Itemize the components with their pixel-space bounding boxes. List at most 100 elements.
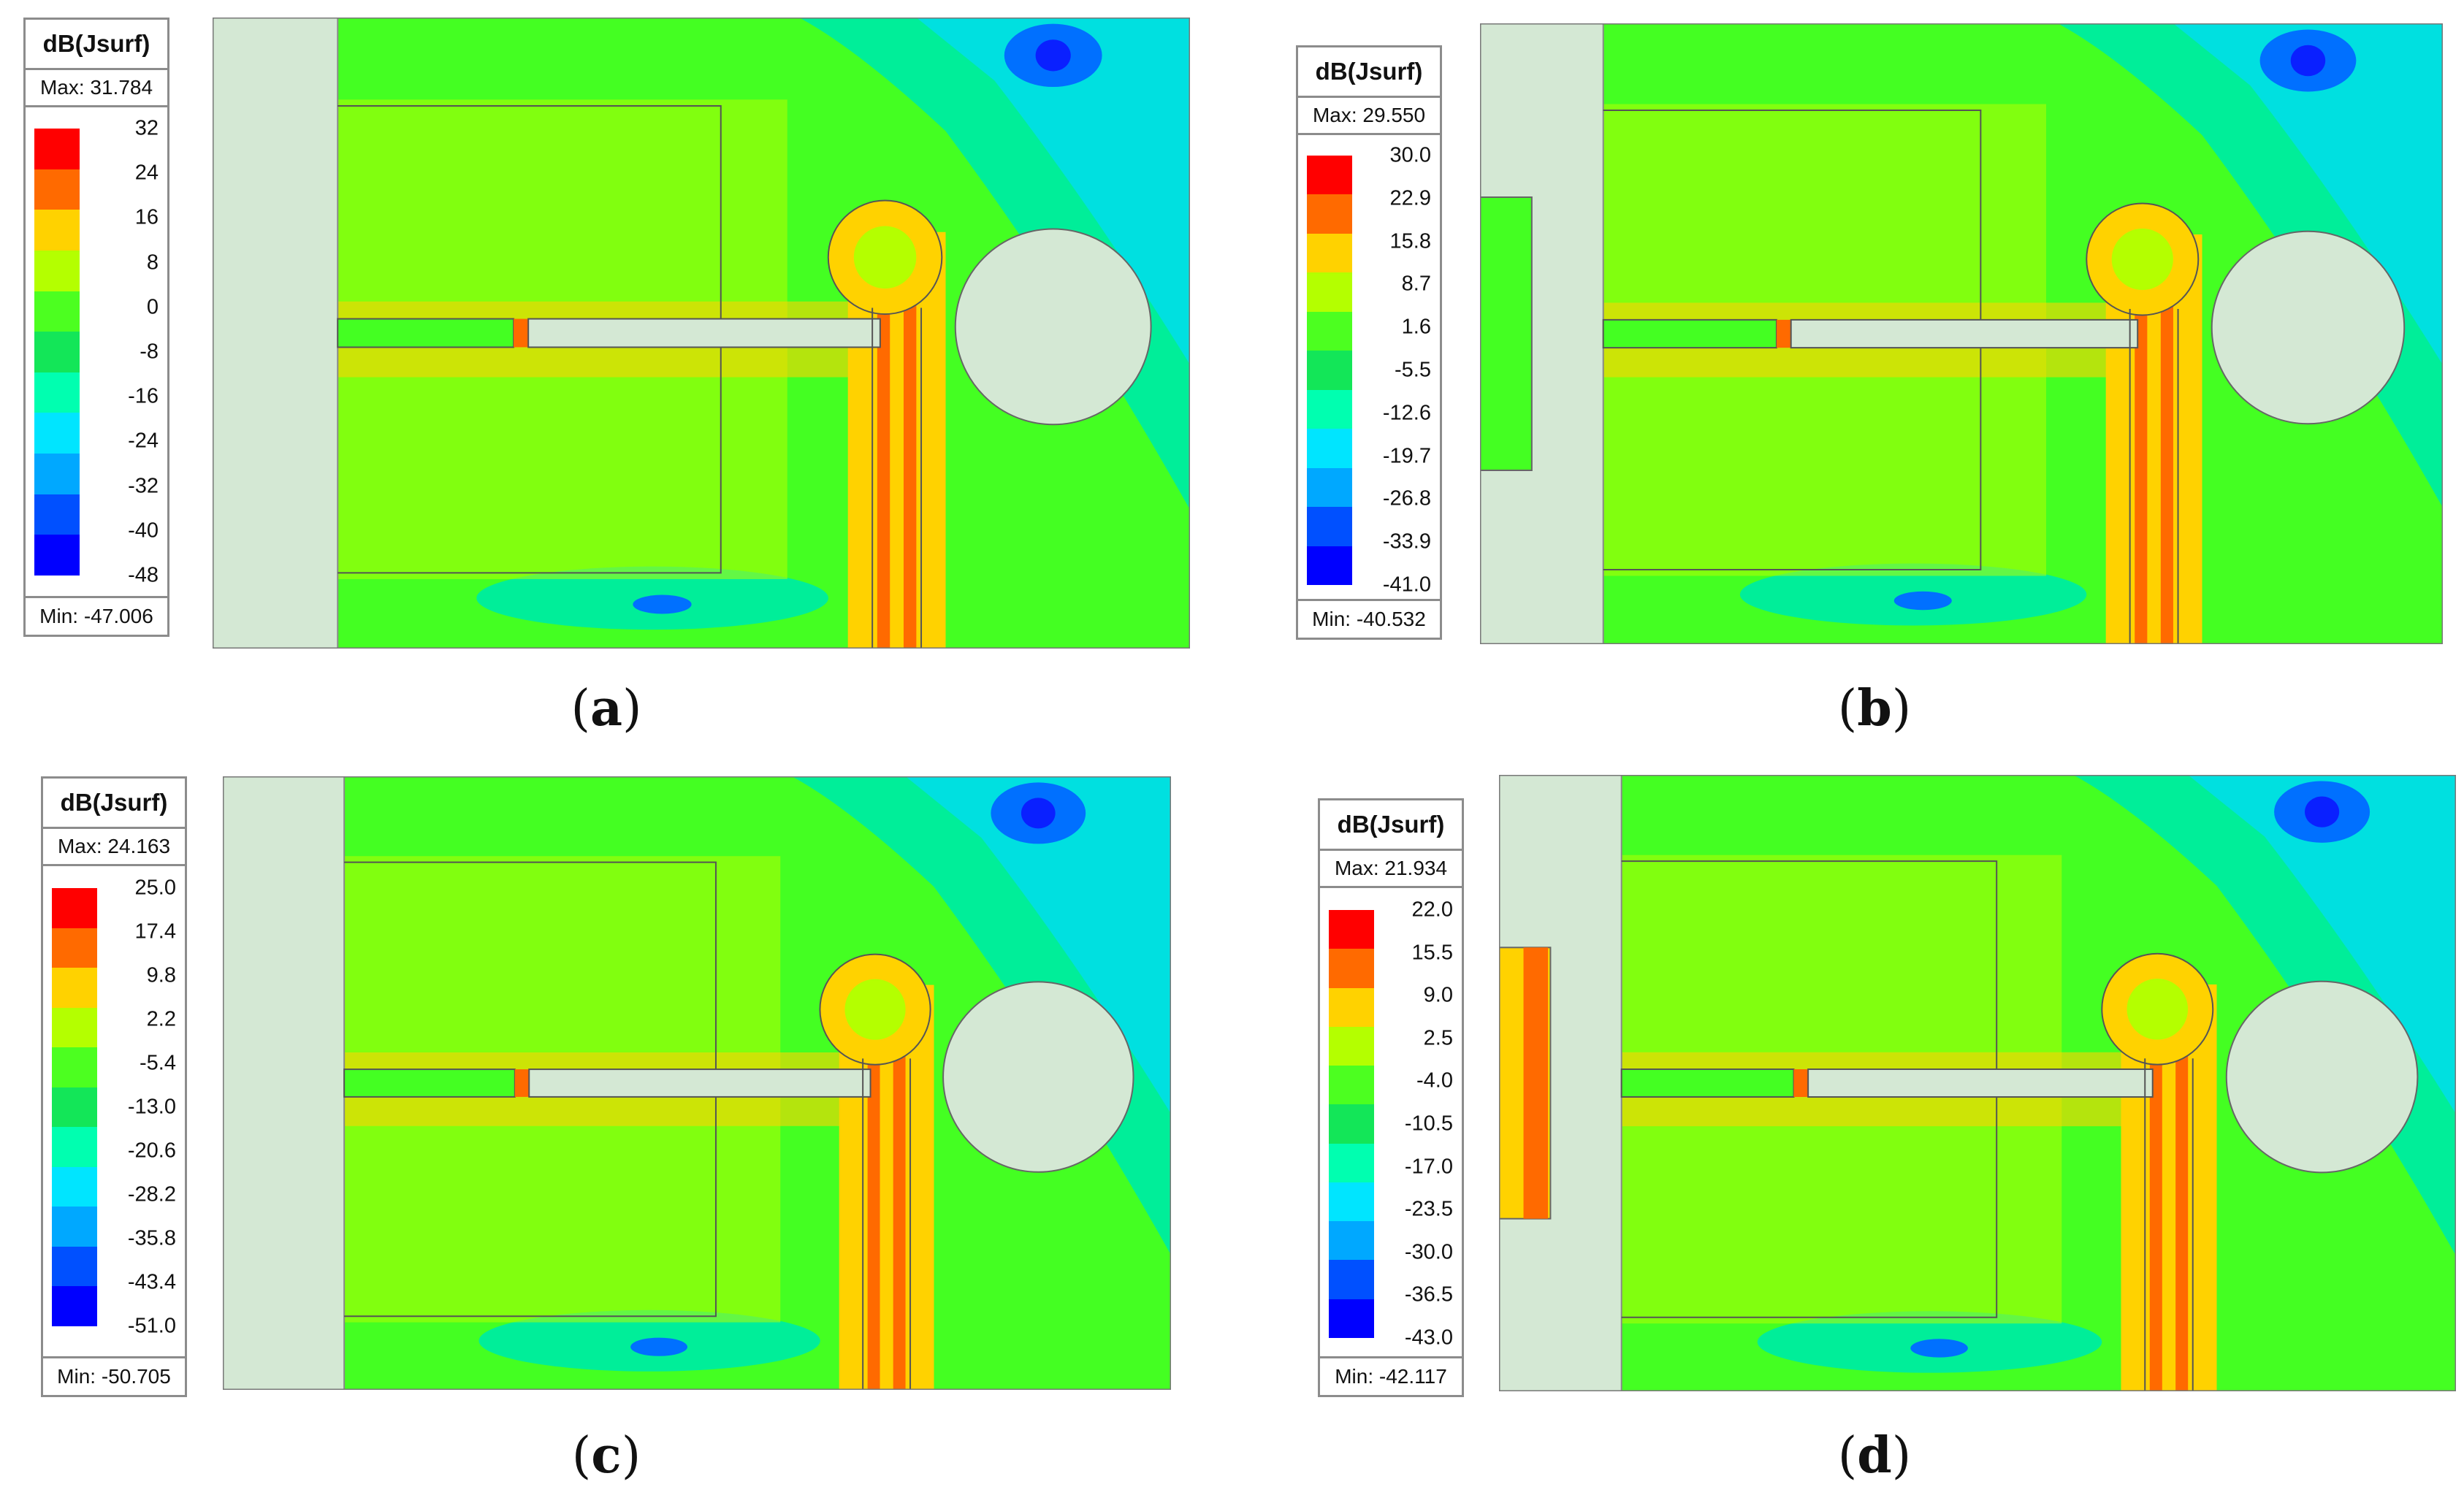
colorbar-tick-label: 15.8 bbox=[1389, 229, 1431, 253]
cold-region bbox=[2188, 775, 2456, 1114]
colorbar-tick-label: -4.0 bbox=[1416, 1068, 1453, 1093]
colorbar-tick-label: 22.9 bbox=[1389, 186, 1431, 210]
feed-ring-core bbox=[2127, 978, 2189, 1040]
colorbar-legend: dB(Jsurf) Max: 31.784 32 24 16 8 0 -8 -16 -24 -3… bbox=[23, 18, 169, 637]
colorbar-tick-label: -17.0 bbox=[1404, 1155, 1453, 1179]
colorbar-tick-label: 15.5 bbox=[1411, 941, 1453, 965]
feed-ring-core bbox=[844, 979, 906, 1040]
lower-cool-spot bbox=[630, 1337, 688, 1356]
feed-line bbox=[1790, 318, 2139, 349]
colorbar-tick-label: 8 bbox=[146, 251, 159, 275]
colorbar-tick-label: -28.2 bbox=[127, 1182, 176, 1207]
feed-gap bbox=[514, 318, 529, 348]
panel-caption: (a) bbox=[571, 679, 642, 738]
legend-title: dB(Jsurf) bbox=[26, 20, 167, 70]
colorbar-tick-label: -13.0 bbox=[127, 1095, 176, 1119]
colorbar-swatch bbox=[1307, 351, 1352, 391]
figure-panel-b: dB(Jsurf) Max: 29.550 30.0 22.9 15.8 8.7 1.6… bbox=[1232, 0, 2463, 747]
panel-caption: (b) bbox=[1837, 679, 1912, 738]
colorbar-swatch bbox=[52, 1047, 97, 1088]
colorbar-tick-label: 2.5 bbox=[1423, 1026, 1453, 1050]
ground-plane bbox=[213, 18, 339, 649]
caption-letter: c bbox=[591, 1426, 622, 1485]
colorbar-swatch bbox=[52, 928, 97, 968]
colorbar-tick-label: 25.0 bbox=[134, 876, 176, 900]
colorbar-tick-label: -33.9 bbox=[1382, 529, 1431, 554]
figure-panel-d: dB(Jsurf) Max: 21.934 22.0 15.5 9.0 2.5 -4.0… bbox=[1232, 747, 2463, 1494]
feed-gap bbox=[1793, 1069, 1809, 1097]
colorbar-swatch bbox=[34, 129, 80, 170]
colorbar-tick-label: 22.0 bbox=[1411, 898, 1453, 922]
colorbar-swatch bbox=[52, 968, 97, 1009]
colorbar-tick-label: -5.5 bbox=[1395, 358, 1431, 382]
circular-pad bbox=[2225, 980, 2419, 1174]
current-density-map bbox=[1499, 775, 2456, 1391]
legend-title: dB(Jsurf) bbox=[1298, 47, 1440, 98]
side-strip-hot bbox=[1523, 947, 1549, 1219]
colorbar-swatch bbox=[1307, 546, 1352, 586]
colorbar-tick-label: -35.8 bbox=[127, 1226, 176, 1250]
colorbar-tick-label: -41.0 bbox=[1382, 573, 1431, 597]
cold-region bbox=[905, 776, 1171, 1114]
colorbar-tick-label: 8.7 bbox=[1401, 272, 1431, 296]
feed-line bbox=[527, 318, 881, 348]
stem-outline bbox=[862, 1058, 912, 1390]
colorbar-tick-label: -36.5 bbox=[1404, 1282, 1453, 1307]
colorbar-tick-label: 17.4 bbox=[134, 919, 176, 944]
feed-line bbox=[1807, 1068, 2154, 1098]
panel-caption: (d) bbox=[1837, 1426, 1912, 1485]
colorbar-tick-label: 32 bbox=[134, 116, 159, 140]
legend-max-label: Max: 29.550 bbox=[1298, 98, 1440, 135]
feed-slot bbox=[1602, 318, 1777, 349]
colorbar-tick-label: -10.5 bbox=[1404, 1112, 1453, 1136]
colorbar-tick-label: 16 bbox=[134, 205, 159, 229]
colorbar-tick-label: 24 bbox=[134, 161, 159, 185]
colorbar-swatch bbox=[34, 332, 80, 373]
current-density-map bbox=[223, 776, 1171, 1390]
colorbar-tick-label: 1.6 bbox=[1401, 315, 1431, 339]
feed-gap bbox=[514, 1069, 530, 1097]
colorbar-tick-label: -40 bbox=[128, 519, 159, 543]
legend-min-label: Min: -47.006 bbox=[26, 596, 167, 635]
colorbar-tick-label: -19.7 bbox=[1382, 444, 1431, 468]
cold-region bbox=[916, 18, 1190, 365]
circular-pad bbox=[2211, 230, 2406, 425]
figure-panel-c: dB(Jsurf) Max: 24.163 25.0 17.4 9.8 2.2 -5.4… bbox=[0, 747, 1232, 1494]
colorbar-tick-label: -51.0 bbox=[127, 1314, 176, 1338]
feed-gap bbox=[1776, 319, 1791, 348]
colorbar bbox=[1329, 910, 1374, 1339]
colorbar-tick-label: 0 bbox=[146, 295, 159, 319]
colorbar-swatch bbox=[34, 372, 80, 413]
colorbar-swatch bbox=[34, 291, 80, 332]
colorbar-tick-label: -24 bbox=[128, 429, 159, 453]
stem-core bbox=[880, 997, 893, 1390]
colorbar-swatch bbox=[1307, 233, 1352, 273]
colorbar-swatch bbox=[34, 210, 80, 251]
colorbar-swatch bbox=[52, 1087, 97, 1128]
colorbar-swatch bbox=[1307, 467, 1352, 508]
feed-ring-core bbox=[853, 226, 917, 289]
colorbar-tick-label: -16 bbox=[128, 384, 159, 408]
circular-pad bbox=[954, 228, 1152, 426]
colorbar-tick-label: -12.6 bbox=[1382, 401, 1431, 425]
colorbar-swatch bbox=[1329, 987, 1374, 1028]
colorbar-swatch bbox=[52, 1127, 97, 1168]
hotspot-lowest bbox=[1035, 39, 1071, 72]
legend-max-label: Max: 21.934 bbox=[1320, 851, 1462, 888]
colorbar-swatch bbox=[1329, 1066, 1374, 1105]
caption-letter: b bbox=[1857, 679, 1892, 738]
colorbar-swatch bbox=[52, 1246, 97, 1287]
colorbar-tick-label: -23.5 bbox=[1404, 1197, 1453, 1221]
ground-plane bbox=[223, 776, 346, 1390]
colorbar bbox=[1307, 156, 1352, 586]
lower-cool-spot bbox=[1910, 1339, 1968, 1358]
colorbar-tick-label: -26.8 bbox=[1382, 486, 1431, 511]
lower-cool-spot bbox=[1893, 591, 1952, 611]
panel-caption: (c) bbox=[571, 1426, 641, 1485]
colorbar-tick-label: 30.0 bbox=[1389, 143, 1431, 167]
legend-min-label: Min: -42.117 bbox=[1320, 1356, 1462, 1395]
colorbar-swatch bbox=[1329, 910, 1374, 949]
colorbar-swatch bbox=[52, 1286, 97, 1327]
colorbar-tick-label: -5.4 bbox=[140, 1051, 176, 1075]
colorbar-swatch bbox=[1329, 1299, 1374, 1339]
